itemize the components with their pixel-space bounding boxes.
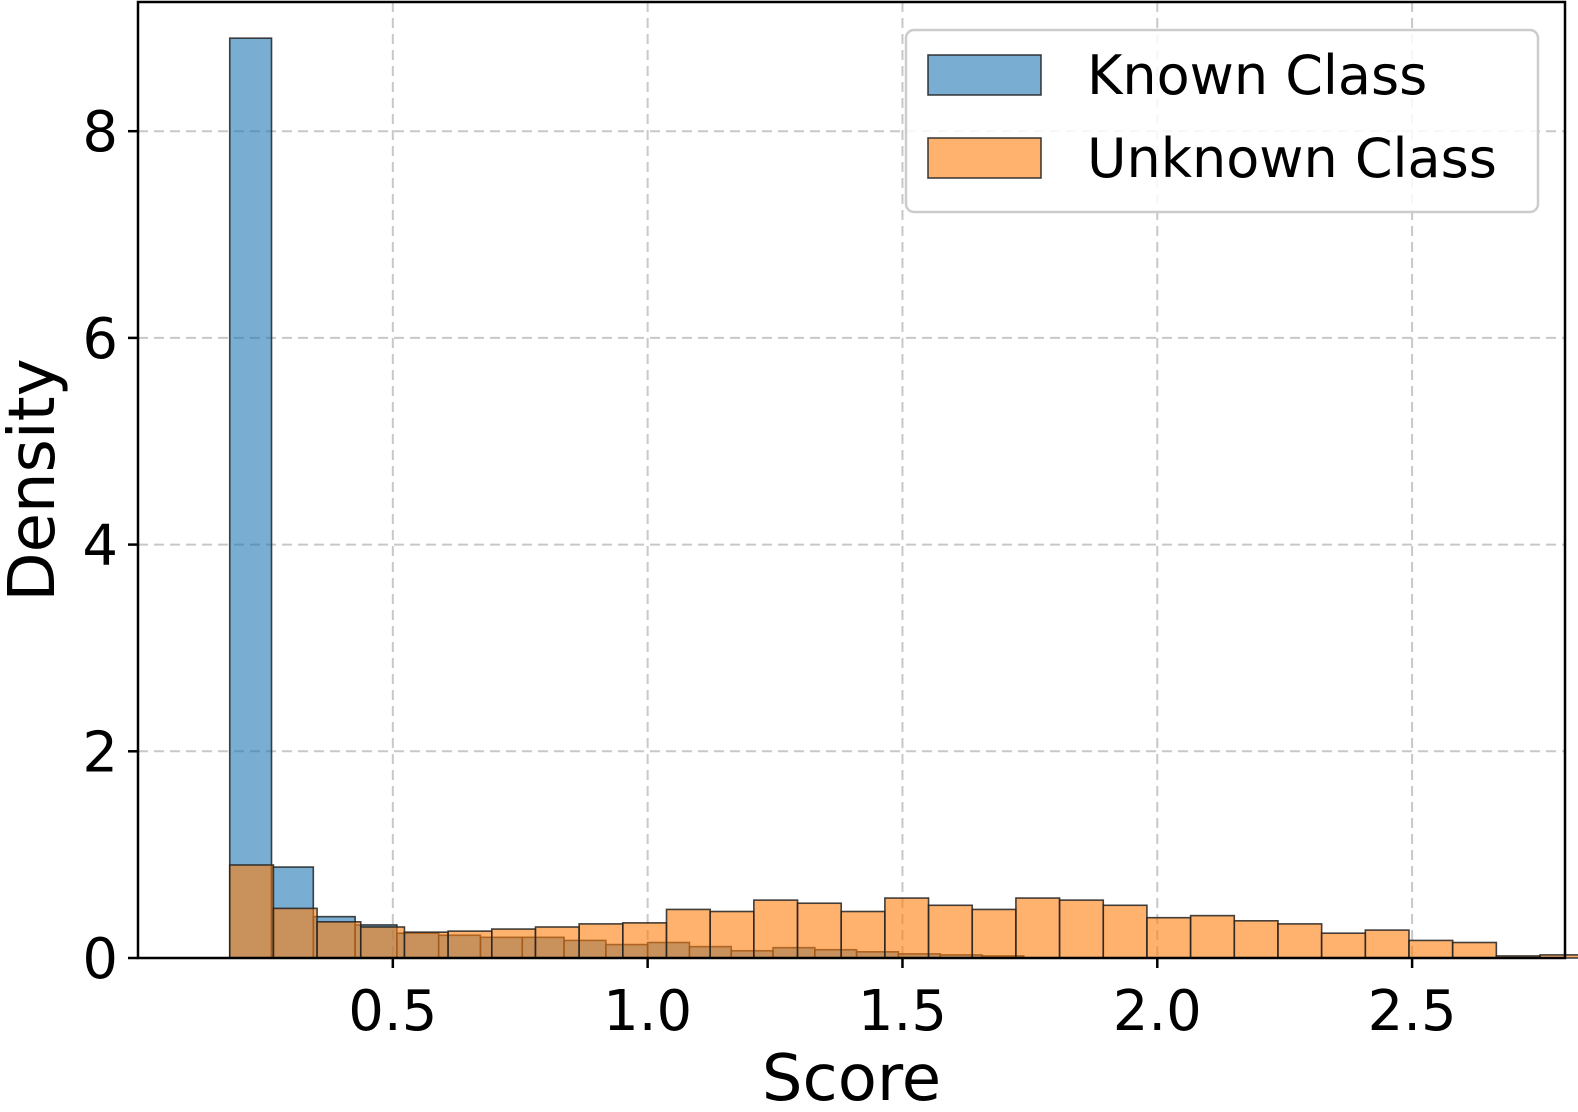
bar-unknown-class-24 — [1277, 923, 1323, 959]
bar-unknown-class-10 — [665, 908, 711, 959]
bar-unknown-class-11 — [709, 910, 755, 959]
x-tick-label-3: 2.0 — [1113, 979, 1202, 1044]
y-axis: 0 2 4 6 8 — [82, 100, 138, 992]
bar-unknown-class-1 — [272, 907, 318, 959]
bar-unknown-class-21 — [1146, 916, 1192, 959]
x-tick-label-1: 1.0 — [603, 979, 692, 1044]
y-tick-label-2: 4 — [82, 514, 118, 579]
histogram-bars — [228, 37, 1578, 959]
bar-unknown-class-17 — [971, 908, 1017, 959]
bar-unknown-class-6 — [490, 928, 537, 959]
y-tick-label-3: 6 — [82, 307, 118, 372]
bar-unknown-class-5 — [447, 930, 493, 959]
bar-unknown-class-2 — [316, 921, 362, 959]
y-axis-label: Density — [0, 358, 70, 601]
x-tick-label-2: 1.5 — [858, 979, 947, 1044]
bar-unknown-class-9 — [622, 922, 668, 959]
bar-unknown-class-27 — [1408, 939, 1454, 959]
y-tick-label-0: 0 — [82, 927, 118, 992]
bar-unknown-class-7 — [534, 926, 580, 959]
legend-swatch-known-class — [927, 54, 1042, 96]
plot-frame — [136, 0, 1567, 960]
x-tick-label-0: 0.5 — [348, 979, 437, 1044]
bar-unknown-class-23 — [1233, 919, 1279, 959]
bar-unknown-class-4 — [403, 931, 449, 959]
bar-unknown-class-18 — [1015, 897, 1061, 959]
y-tick-label-1: 2 — [82, 720, 118, 785]
bar-unknown-class-0 — [228, 864, 275, 959]
x-axis: 0.5 1.0 1.5 2.0 2.5 — [348, 958, 1457, 1044]
bar-unknown-class-12 — [753, 899, 799, 959]
bar-unknown-class-20 — [1102, 904, 1148, 959]
x-tick-label-4: 2.5 — [1368, 979, 1457, 1044]
bar-unknown-class-28 — [1451, 941, 1498, 959]
bar-unknown-class-25 — [1320, 932, 1367, 959]
bar-known-class-0 — [228, 37, 273, 959]
bar-unknown-class-15 — [884, 897, 930, 959]
legend: Known Class Unknown Class — [904, 28, 1540, 214]
bar-unknown-class-19 — [1058, 899, 1105, 959]
y-tick-label-4: 8 — [82, 100, 118, 165]
bar-unknown-class-14 — [840, 910, 886, 959]
legend-swatch-unknown-class — [927, 137, 1042, 179]
legend-label-known-class: Known Class — [1087, 44, 1427, 107]
bar-unknown-class-8 — [578, 923, 624, 959]
bar-unknown-class-3 — [359, 926, 406, 959]
bar-unknown-class-26 — [1364, 929, 1410, 959]
bar-unknown-class-22 — [1189, 914, 1236, 959]
legend-box — [904, 28, 1540, 214]
bar-unknown-class-16 — [927, 904, 974, 959]
x-axis-label: Score — [762, 1042, 941, 1112]
legend-label-unknown-class: Unknown Class — [1087, 127, 1497, 190]
bar-unknown-class-13 — [796, 902, 843, 959]
